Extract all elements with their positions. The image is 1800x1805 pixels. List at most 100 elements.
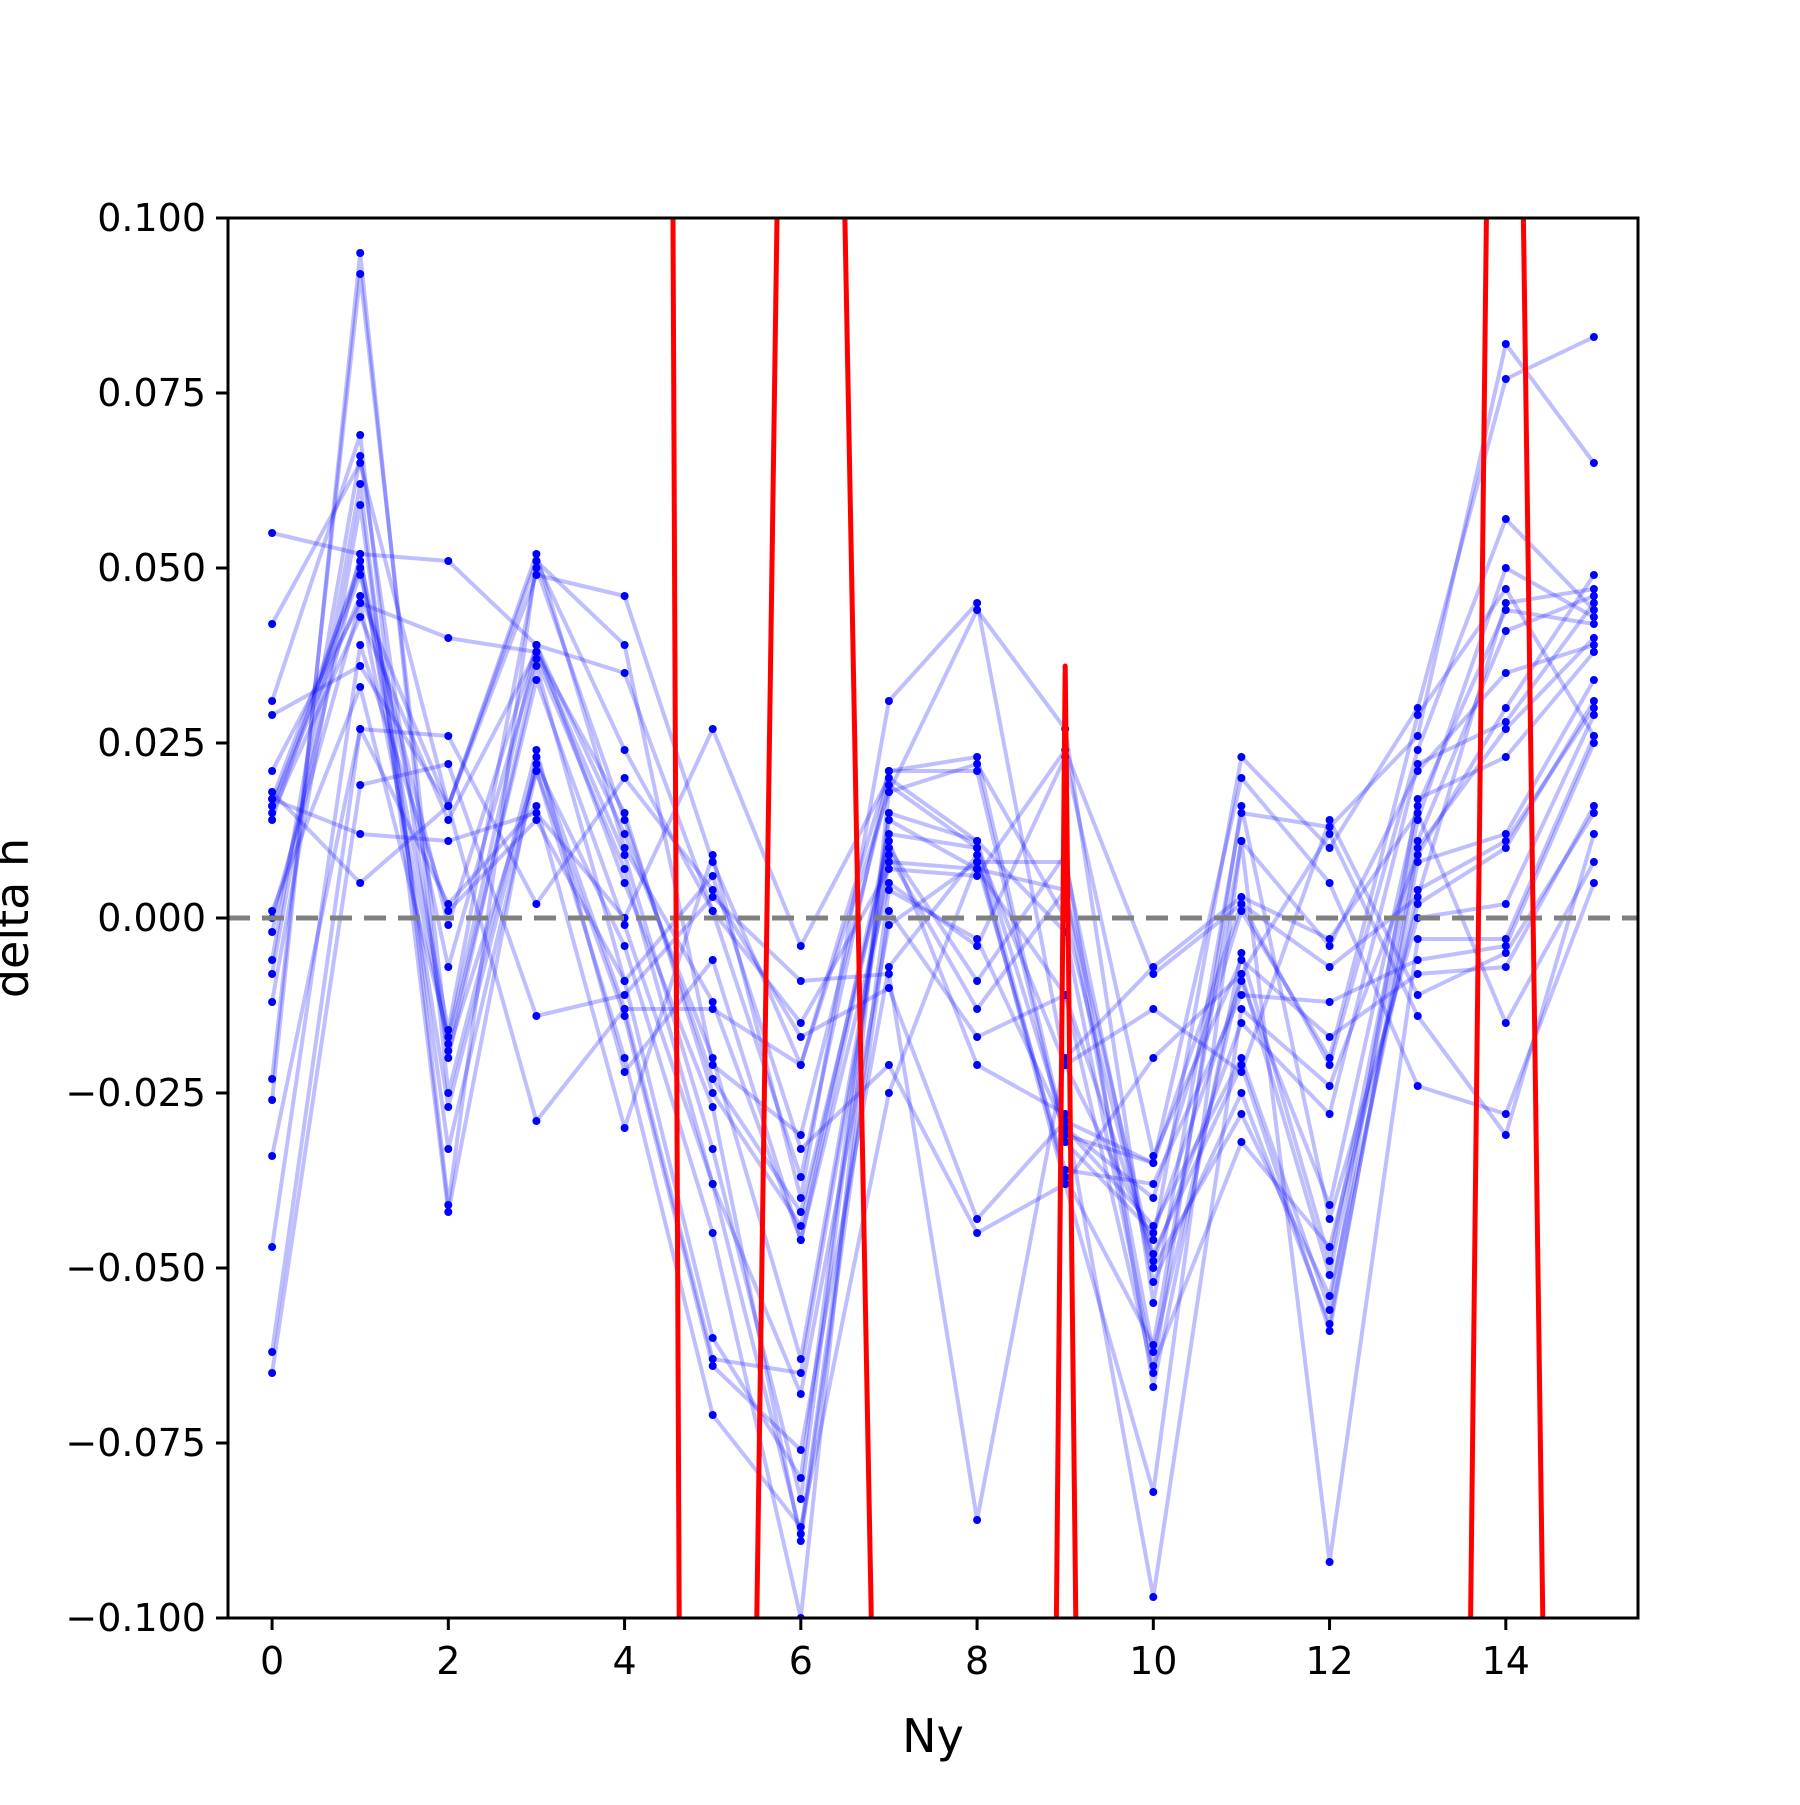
data-point: [973, 767, 982, 775]
data-point: [973, 942, 982, 950]
data-point: [444, 1103, 453, 1111]
data-point: [1149, 1348, 1158, 1356]
data-point: [708, 1061, 717, 1069]
data-point: [1237, 991, 1246, 999]
data-point: [1413, 900, 1422, 908]
data-point: [268, 529, 277, 537]
data-point: [1325, 830, 1334, 838]
data-point: [1149, 1488, 1158, 1496]
data-point: [884, 774, 893, 782]
data-point: [884, 879, 893, 887]
data-point: [1589, 858, 1598, 866]
data-point: [1413, 956, 1422, 964]
data-point: [796, 942, 805, 950]
data-point: [1149, 1159, 1158, 1167]
data-point: [708, 1005, 717, 1013]
y-tick-label: −0.075: [65, 1421, 206, 1465]
data-point: [1325, 1215, 1334, 1223]
x-tick-label: 0: [260, 1639, 284, 1683]
x-tick-label: 10: [1129, 1639, 1177, 1683]
data-point: [1589, 620, 1598, 628]
data-point: [1237, 774, 1246, 782]
data-point: [1413, 991, 1422, 999]
data-point: [620, 879, 629, 887]
data-point: [973, 599, 982, 607]
data-point: [1589, 459, 1598, 467]
data-point: [796, 1369, 805, 1377]
data-point: [796, 1495, 805, 1503]
data-point: [1325, 879, 1334, 887]
data-point: [1325, 1306, 1334, 1314]
data-point: [1501, 340, 1510, 348]
data-point: [268, 1348, 277, 1356]
data-point: [796, 1523, 805, 1531]
data-point: [356, 830, 365, 838]
data-point: [356, 571, 365, 579]
data-point: [1413, 767, 1422, 775]
x-tick-label: 8: [965, 1639, 989, 1683]
data-point: [1501, 564, 1510, 572]
data-point: [532, 809, 541, 817]
data-point: [1413, 704, 1422, 712]
data-point: [884, 767, 893, 775]
data-point: [884, 858, 893, 866]
data-point: [1237, 956, 1246, 964]
data-point: [884, 837, 893, 845]
data-point: [1501, 627, 1510, 635]
data-point: [973, 1005, 982, 1013]
series-line-20: [270, 727, 1596, 1353]
data-point: [268, 907, 277, 915]
data-point: [1149, 963, 1158, 971]
data-point: [973, 753, 982, 761]
series-line-16: [270, 272, 1596, 1529]
data-point: [1413, 970, 1422, 978]
data-point: [1413, 816, 1422, 824]
data-point: [532, 662, 541, 670]
series-line-6: [270, 573, 1595, 1361]
data-point: [884, 984, 893, 992]
data-point: [1589, 676, 1598, 684]
data-point: [1589, 809, 1598, 817]
data-point: [268, 998, 277, 1006]
data-point: [268, 1243, 277, 1251]
data-point: [444, 557, 453, 565]
data-point: [356, 480, 365, 488]
data-point: [1325, 942, 1334, 950]
data-point: [1149, 1236, 1158, 1244]
x-axis-label: Ny: [902, 1709, 964, 1763]
data-point: [708, 956, 717, 964]
series-line-18: [270, 601, 1596, 1200]
data-point: [444, 1208, 453, 1216]
data-point: [620, 977, 629, 985]
data-point: [1501, 725, 1510, 733]
data-point: [268, 795, 277, 803]
data-point: [973, 844, 982, 852]
data-point: [1413, 1082, 1422, 1090]
data-point: [1589, 333, 1598, 341]
data-point: [973, 837, 982, 845]
data-point: [1237, 893, 1246, 901]
data-point: [268, 697, 277, 705]
data-point: [708, 1362, 717, 1370]
data-point: [973, 1215, 982, 1223]
data-point: [1149, 1222, 1158, 1230]
data-point: [532, 655, 541, 663]
data-point: [1149, 1383, 1158, 1391]
x-tick-label: 6: [789, 1639, 813, 1683]
data-point: [620, 1012, 629, 1020]
data-point: [1589, 711, 1598, 719]
data-point: [1149, 1054, 1158, 1062]
data-point: [708, 998, 717, 1006]
data-point: [973, 1516, 982, 1524]
series-line-11: [270, 601, 1596, 1396]
data-point: [1413, 802, 1422, 810]
y-tick-label: 0.100: [97, 196, 206, 240]
data-point: [1149, 1152, 1158, 1160]
data-point: [708, 1075, 717, 1083]
data-point: [532, 571, 541, 579]
data-point: [356, 557, 365, 565]
data-point: [884, 921, 893, 929]
data-point: [1413, 844, 1422, 852]
y-tick-label: 0.050: [97, 546, 206, 590]
data-point: [1501, 515, 1510, 523]
